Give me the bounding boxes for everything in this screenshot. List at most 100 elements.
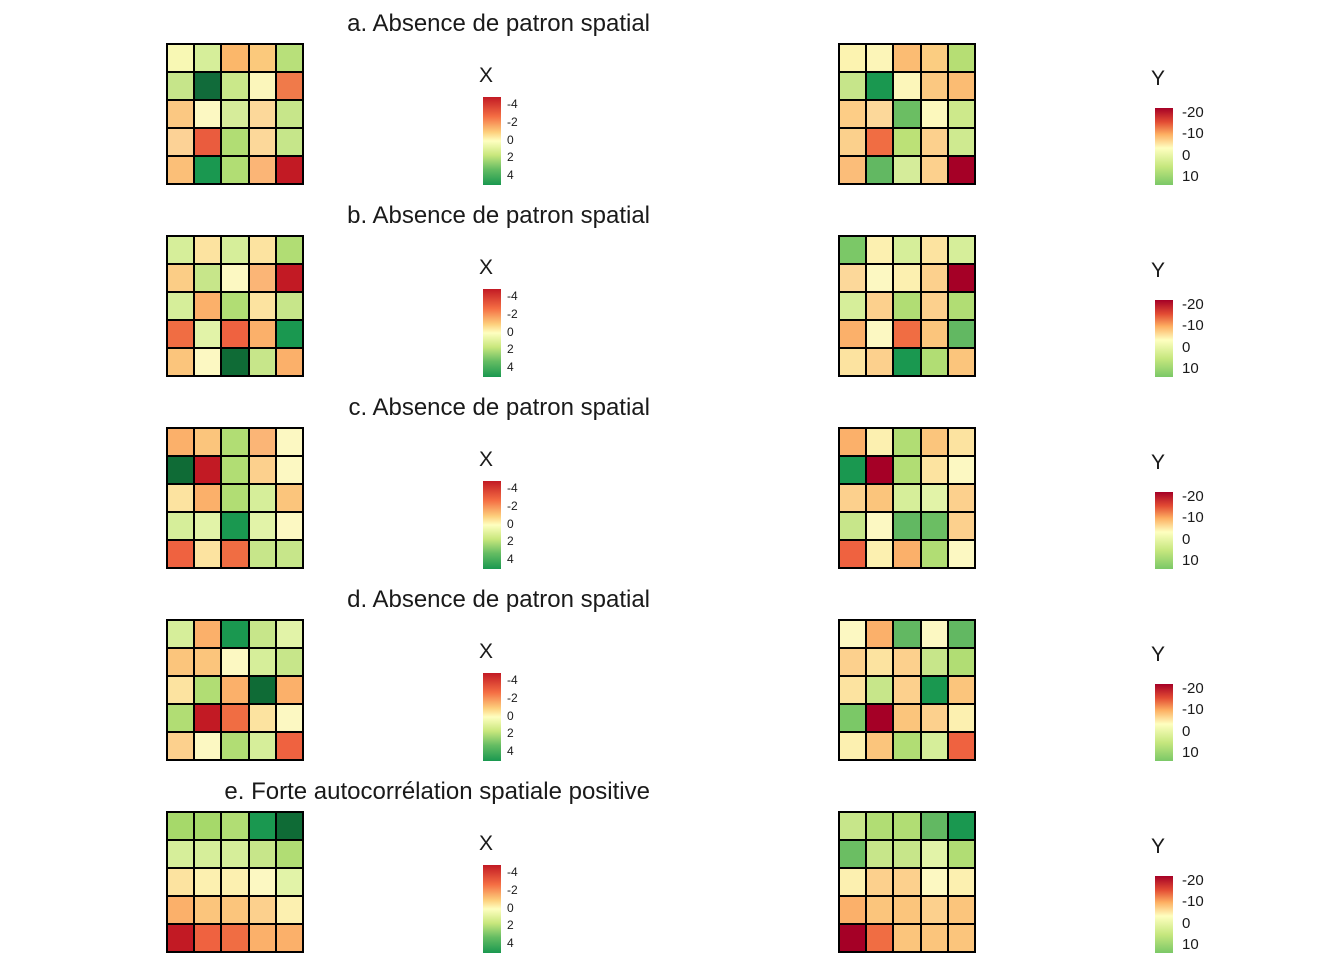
y-cell-r2-c1 [866, 868, 894, 896]
x-cell-r3-c3 [248, 896, 276, 924]
y-cell-r0-c2 [893, 812, 921, 840]
y-cell-r3-c0 [839, 704, 867, 732]
y-cell-r1-c1 [866, 456, 894, 484]
y-cell-r2-c1 [866, 676, 894, 704]
x-cell-r2-c3 [248, 292, 276, 320]
y-colorbar [1155, 684, 1173, 761]
x-cell-r2-c3 [248, 676, 276, 704]
y-cell-r0-c4 [947, 620, 975, 648]
y-cell-r2-c4 [947, 676, 975, 704]
x-cell-r1-c4 [275, 840, 303, 868]
x-legend-title: X [479, 448, 494, 471]
x-cell-r2-c0 [167, 868, 195, 896]
x-cell-r1-c3 [248, 456, 276, 484]
y-cell-r0-c0 [839, 44, 867, 72]
y-cell-r3-c2 [893, 512, 921, 540]
y-cell-r3-c3 [920, 512, 948, 540]
x-cell-r3-c0 [167, 128, 195, 156]
y-cell-r0-c3 [920, 428, 948, 456]
x-cell-r1-c3 [248, 648, 276, 676]
x-cell-r3-c2 [221, 704, 249, 732]
y-cell-r3-c3 [920, 320, 948, 348]
x-cell-r3-c0 [167, 320, 195, 348]
x-cell-r4-c0 [167, 540, 195, 568]
x-cell-r4-c1 [194, 732, 222, 760]
x-cell-r0-c3 [248, 44, 276, 72]
x-cell-r4-c2 [221, 540, 249, 568]
y-legend-tick: 10 [1182, 168, 1199, 185]
x-cell-r2-c2 [221, 676, 249, 704]
x-cell-r2-c1 [194, 484, 222, 512]
y-cell-r4-c2 [893, 156, 921, 184]
y-legend-tick: 0 [1182, 339, 1191, 356]
y-cell-r4-c2 [893, 540, 921, 568]
y-legend-tick: 0 [1182, 531, 1191, 548]
x-legend-tick: -2 [507, 499, 518, 513]
x-cell-r0-c4 [275, 812, 303, 840]
panel-d: d. Absence de patron spatial X -4 -2 0 2 4 Y -20… [0, 576, 1344, 768]
y-cell-r3-c1 [866, 512, 894, 540]
x-legend-tick: 4 [507, 552, 514, 566]
y-cell-r4-c4 [947, 348, 975, 376]
x-cell-r2-c2 [221, 292, 249, 320]
y-cell-r0-c2 [893, 428, 921, 456]
x-colorbar [483, 481, 501, 569]
y-cell-r0-c1 [866, 236, 894, 264]
x-cell-r2-c3 [248, 100, 276, 128]
y-legend-tick: 10 [1182, 744, 1199, 761]
x-legend-tick: 2 [507, 726, 514, 740]
y-cell-r1-c3 [920, 840, 948, 868]
x-cell-r1-c3 [248, 840, 276, 868]
x-cell-r1-c0 [167, 264, 195, 292]
x-legend-tick: 4 [507, 936, 514, 950]
y-cell-r0-c0 [839, 620, 867, 648]
y-cell-r3-c2 [893, 704, 921, 732]
y-cell-r3-c4 [947, 128, 975, 156]
x-cell-r2-c1 [194, 868, 222, 896]
y-legend-tick: 10 [1182, 936, 1199, 953]
y-cell-r3-c0 [839, 128, 867, 156]
x-cell-r4-c0 [167, 348, 195, 376]
y-cell-r3-c1 [866, 128, 894, 156]
y-cell-r3-c4 [947, 704, 975, 732]
y-cell-r2-c3 [920, 868, 948, 896]
x-cell-r1-c0 [167, 840, 195, 868]
y-cell-r1-c1 [866, 264, 894, 292]
x-cell-r1-c4 [275, 648, 303, 676]
y-cell-r0-c4 [947, 44, 975, 72]
x-cell-r0-c0 [167, 428, 195, 456]
x-cell-r3-c4 [275, 896, 303, 924]
y-cell-r4-c1 [866, 732, 894, 760]
x-cell-r3-c1 [194, 704, 222, 732]
x-cell-r0-c2 [221, 812, 249, 840]
x-legend-tick: 0 [507, 133, 514, 147]
x-cell-r3-c4 [275, 704, 303, 732]
x-cell-r1-c0 [167, 648, 195, 676]
x-cell-r3-c3 [248, 512, 276, 540]
y-cell-r0-c0 [839, 236, 867, 264]
x-cell-r4-c4 [275, 156, 303, 184]
y-cell-r1-c4 [947, 72, 975, 100]
x-heatmap-grid [166, 427, 304, 569]
x-heatmap-grid [166, 235, 304, 377]
y-legend-tick: -20 [1182, 104, 1204, 121]
y-cell-r2-c4 [947, 292, 975, 320]
panel-e: e. Forte autocorrélation spatiale positi… [0, 768, 1344, 960]
x-cell-r0-c1 [194, 44, 222, 72]
x-cell-r0-c4 [275, 620, 303, 648]
x-cell-r4-c4 [275, 732, 303, 760]
y-cell-r2-c2 [893, 292, 921, 320]
y-cell-r1-c4 [947, 264, 975, 292]
x-cell-r1-c0 [167, 456, 195, 484]
x-cell-r0-c3 [248, 236, 276, 264]
x-cell-r0-c4 [275, 44, 303, 72]
x-cell-r4-c2 [221, 156, 249, 184]
y-cell-r4-c3 [920, 156, 948, 184]
y-colorbar [1155, 876, 1173, 953]
y-cell-r4-c2 [893, 924, 921, 952]
y-cell-r0-c1 [866, 428, 894, 456]
x-legend-tick: -4 [507, 97, 518, 111]
x-cell-r2-c3 [248, 868, 276, 896]
x-cell-r1-c0 [167, 72, 195, 100]
y-cell-r4-c2 [893, 348, 921, 376]
